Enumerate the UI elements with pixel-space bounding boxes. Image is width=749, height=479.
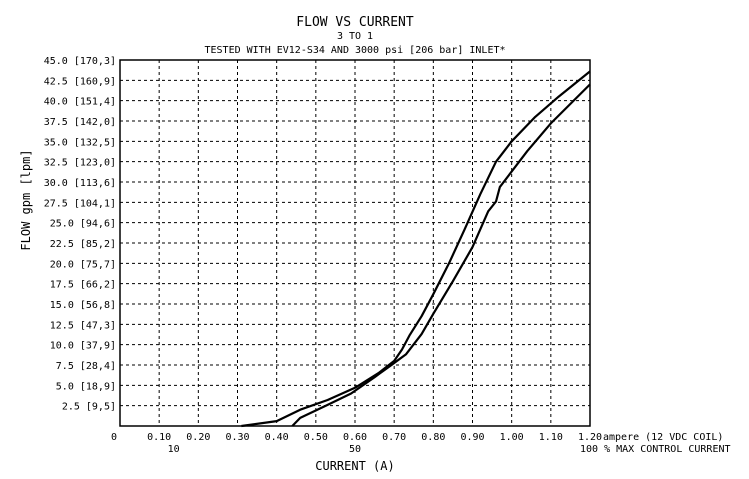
y-tick-label: 22.5 [85,2] xyxy=(50,239,116,250)
y-tick-label: 37.5 [142,0] xyxy=(44,117,116,128)
x-tick-label: 0.40 xyxy=(265,432,289,443)
y-tick-label: 20.0 [75,7] xyxy=(50,259,116,270)
y-tick-label: 15.0 [56,8] xyxy=(50,300,116,311)
x-tick-labels: 0 0.10 0.20 0.30 0.40 0.50 0.60 0.70 0.80 0.90 1.0… xyxy=(111,432,602,443)
y-tick-label: 32.5 [123,0] xyxy=(44,158,116,169)
flow-curve-2 xyxy=(291,83,591,427)
y-tick-label: 27.5 [104,1] xyxy=(44,198,116,209)
x-tick-label: 1.10 xyxy=(539,432,563,443)
y-tick-label: 30.0 [113,6] xyxy=(44,178,116,189)
y-tick-label: 35.0 [132,5] xyxy=(44,137,116,148)
x-percent-tick-label: 10 xyxy=(168,444,180,455)
y-tick-label: 10.0 [37,9] xyxy=(50,341,116,352)
flow-curves xyxy=(241,70,591,428)
y-tick-label: 17.5 [66,2] xyxy=(50,280,116,291)
x-axis-label: CURRENT (A) xyxy=(315,459,394,473)
x-tick-label: 0.70 xyxy=(382,432,406,443)
chart-title: FLOW VS CURRENT xyxy=(296,15,414,30)
x-unit-label: ampere (12 VDC COIL) xyxy=(603,432,723,443)
y-tick-labels: 2.5 [9,5] 5.0 [18,9] 7.5 [28,4] 10.0 [37,9]… xyxy=(44,56,116,413)
y-tick-label: 42.5 [160,9] xyxy=(44,76,116,87)
x-tick-label: 0.20 xyxy=(186,432,210,443)
y-axis-label: FLOW gpm [lpm] xyxy=(19,149,33,250)
x-percent-tick-label: 50 xyxy=(349,444,361,455)
x-tick-label: 0.90 xyxy=(460,432,484,443)
y-tick-label: 45.0 [170,3] xyxy=(44,56,116,67)
y-tick-label: 40.0 [151,4] xyxy=(44,97,116,108)
x-tick-label: 1.00 xyxy=(500,432,524,443)
chart-subtitle-ratio: 3 TO 1 xyxy=(337,31,373,42)
y-tick-label: 5.0 [18,9] xyxy=(56,381,116,392)
y-tick-label: 2.5 [9,5] xyxy=(62,402,116,413)
x-tick-label: 0.30 xyxy=(225,432,249,443)
x-percent-labels: 10 50 xyxy=(168,444,361,455)
y-tick-label: 12.5 [47,3] xyxy=(50,320,116,331)
y-tick-label: 7.5 [28,4] xyxy=(56,361,116,372)
x-tick-label: 0.50 xyxy=(304,432,328,443)
flow-curve-1 xyxy=(241,70,591,428)
y-tick-label: 25.0 [94,6] xyxy=(50,219,116,230)
x-tick-label: 0.60 xyxy=(343,432,367,443)
chart-subtitle-test-conditions: TESTED WITH EV12-S34 AND 3000 psi [206 b… xyxy=(204,45,505,56)
grid-lines xyxy=(120,60,590,426)
x-tick-label: 0.80 xyxy=(421,432,445,443)
plot-frame xyxy=(119,59,591,427)
x-percent-unit-label: 100 % MAX CONTROL CURRENT xyxy=(580,444,731,455)
x-tick-label: 0 xyxy=(111,432,117,443)
x-tick-label: 0.10 xyxy=(147,432,171,443)
x-tick-label: 1.20 xyxy=(578,432,602,443)
